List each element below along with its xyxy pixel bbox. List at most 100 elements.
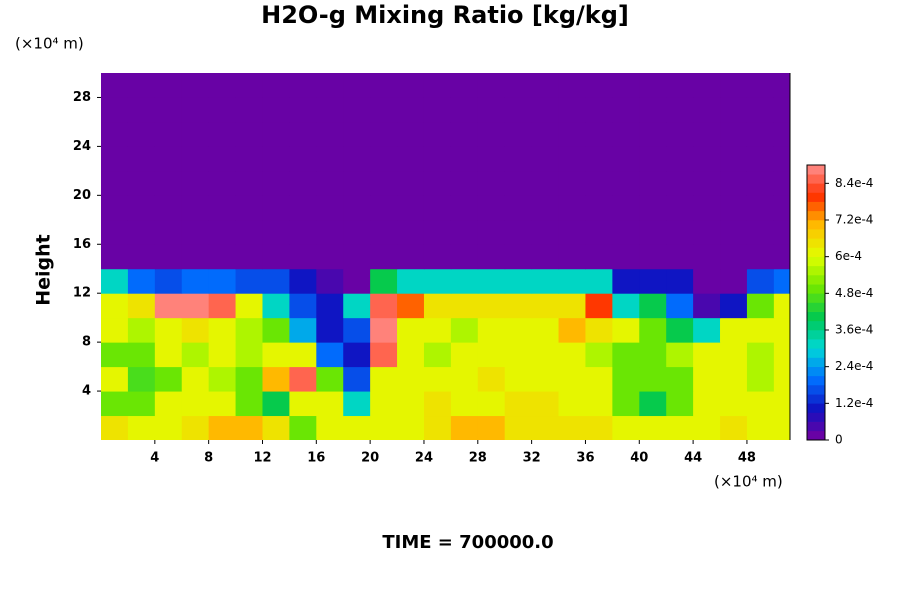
heat-cell (773, 415, 790, 440)
heat-cell (181, 342, 210, 368)
heat-cell (639, 415, 667, 440)
heat-cell (397, 73, 425, 98)
heat-cell (773, 146, 790, 172)
heat-cell (262, 293, 290, 319)
x-tick-label: 28 (469, 451, 487, 466)
heat-cell (343, 73, 371, 98)
heat-cell (370, 268, 398, 294)
heat-cell (693, 415, 721, 440)
heat-cell (531, 73, 560, 98)
heat-cell (181, 195, 210, 221)
heat-cell (423, 97, 452, 123)
heat-cell (127, 391, 156, 417)
heat-cell (208, 293, 237, 319)
heat-cell (289, 97, 317, 123)
heat-cell (181, 73, 210, 98)
heat-cell (612, 317, 640, 343)
heat-cell (127, 195, 156, 221)
heat-cell (370, 244, 398, 270)
heat-cell (558, 415, 586, 440)
colorbar-tick-label: 1.2e-4 (835, 396, 873, 410)
heat-cell (693, 97, 721, 123)
heat-cell (531, 293, 560, 319)
heat-cell (397, 244, 425, 270)
heat-cell (477, 219, 506, 245)
heat-cell (666, 97, 694, 123)
heat-cell (504, 73, 533, 98)
heat-cell (397, 391, 425, 417)
heat-cell (720, 170, 748, 196)
y-tick-label: 4 (82, 384, 91, 399)
heat-cell (127, 415, 156, 440)
heat-cell (101, 170, 129, 196)
heat-cell (127, 366, 156, 392)
heat-cell (235, 391, 263, 417)
heat-cell (746, 244, 775, 270)
heat-cell (612, 293, 640, 319)
heat-cell (746, 317, 775, 343)
colorbar-band (807, 238, 825, 248)
heat-cell (262, 97, 290, 123)
colorbar-band (807, 357, 825, 367)
heat-cell (154, 342, 183, 368)
heat-cell (531, 121, 560, 147)
heat-cell (235, 170, 263, 196)
heat-cell (558, 146, 586, 172)
heat-cell (585, 293, 613, 319)
colorbar-band (807, 275, 825, 285)
heat-cell (154, 244, 183, 270)
heat-cell (423, 415, 452, 440)
heat-cell (127, 97, 156, 123)
heat-cell (262, 268, 290, 294)
heat-cell (343, 293, 371, 319)
heat-cell (154, 219, 183, 245)
heat-cell (693, 244, 721, 270)
heat-cell (316, 146, 344, 172)
heat-cell (477, 293, 506, 319)
heat-cell (370, 342, 398, 368)
heat-cell (343, 146, 371, 172)
heat-cell (612, 415, 640, 440)
heat-cell (639, 219, 667, 245)
heat-cell (504, 170, 533, 196)
heat-cell (397, 121, 425, 147)
heat-cell (585, 195, 613, 221)
heat-cell (531, 146, 560, 172)
heat-cell (746, 146, 775, 172)
heat-cell (289, 244, 317, 270)
heat-cell (262, 391, 290, 417)
heat-cell (477, 97, 506, 123)
heat-cell (101, 391, 129, 417)
heat-cell (558, 73, 586, 98)
heat-cell (585, 244, 613, 270)
y-tick-label: 20 (73, 188, 91, 203)
heat-cell (370, 97, 398, 123)
colorbar-band (807, 174, 825, 184)
x-unit: (×10⁴ m) (714, 473, 783, 491)
heat-cell (154, 97, 183, 123)
heat-cell (612, 342, 640, 368)
heat-cell (154, 146, 183, 172)
heat-cell (208, 415, 237, 440)
colorbar-band (807, 366, 825, 377)
heat-cell (773, 219, 790, 245)
x-tick-label: 32 (523, 451, 541, 466)
heat-cell (746, 219, 775, 245)
heat-cell (720, 195, 748, 221)
colorbar-band (807, 201, 825, 212)
y-unit: (×10⁴ m) (15, 35, 84, 53)
heat-cell (370, 195, 398, 221)
heat-cell (585, 219, 613, 245)
heat-cell (746, 268, 775, 294)
heat-cell (154, 268, 183, 294)
heat-cell (558, 219, 586, 245)
heat-cell (370, 73, 398, 98)
heat-cell (693, 268, 721, 294)
heat-cell (101, 195, 129, 221)
heat-cell (450, 97, 479, 123)
heat-cell (262, 342, 290, 368)
heat-cell (477, 317, 506, 343)
heat-cell (127, 268, 156, 294)
heat-cell (262, 244, 290, 270)
heat-cell (154, 170, 183, 196)
